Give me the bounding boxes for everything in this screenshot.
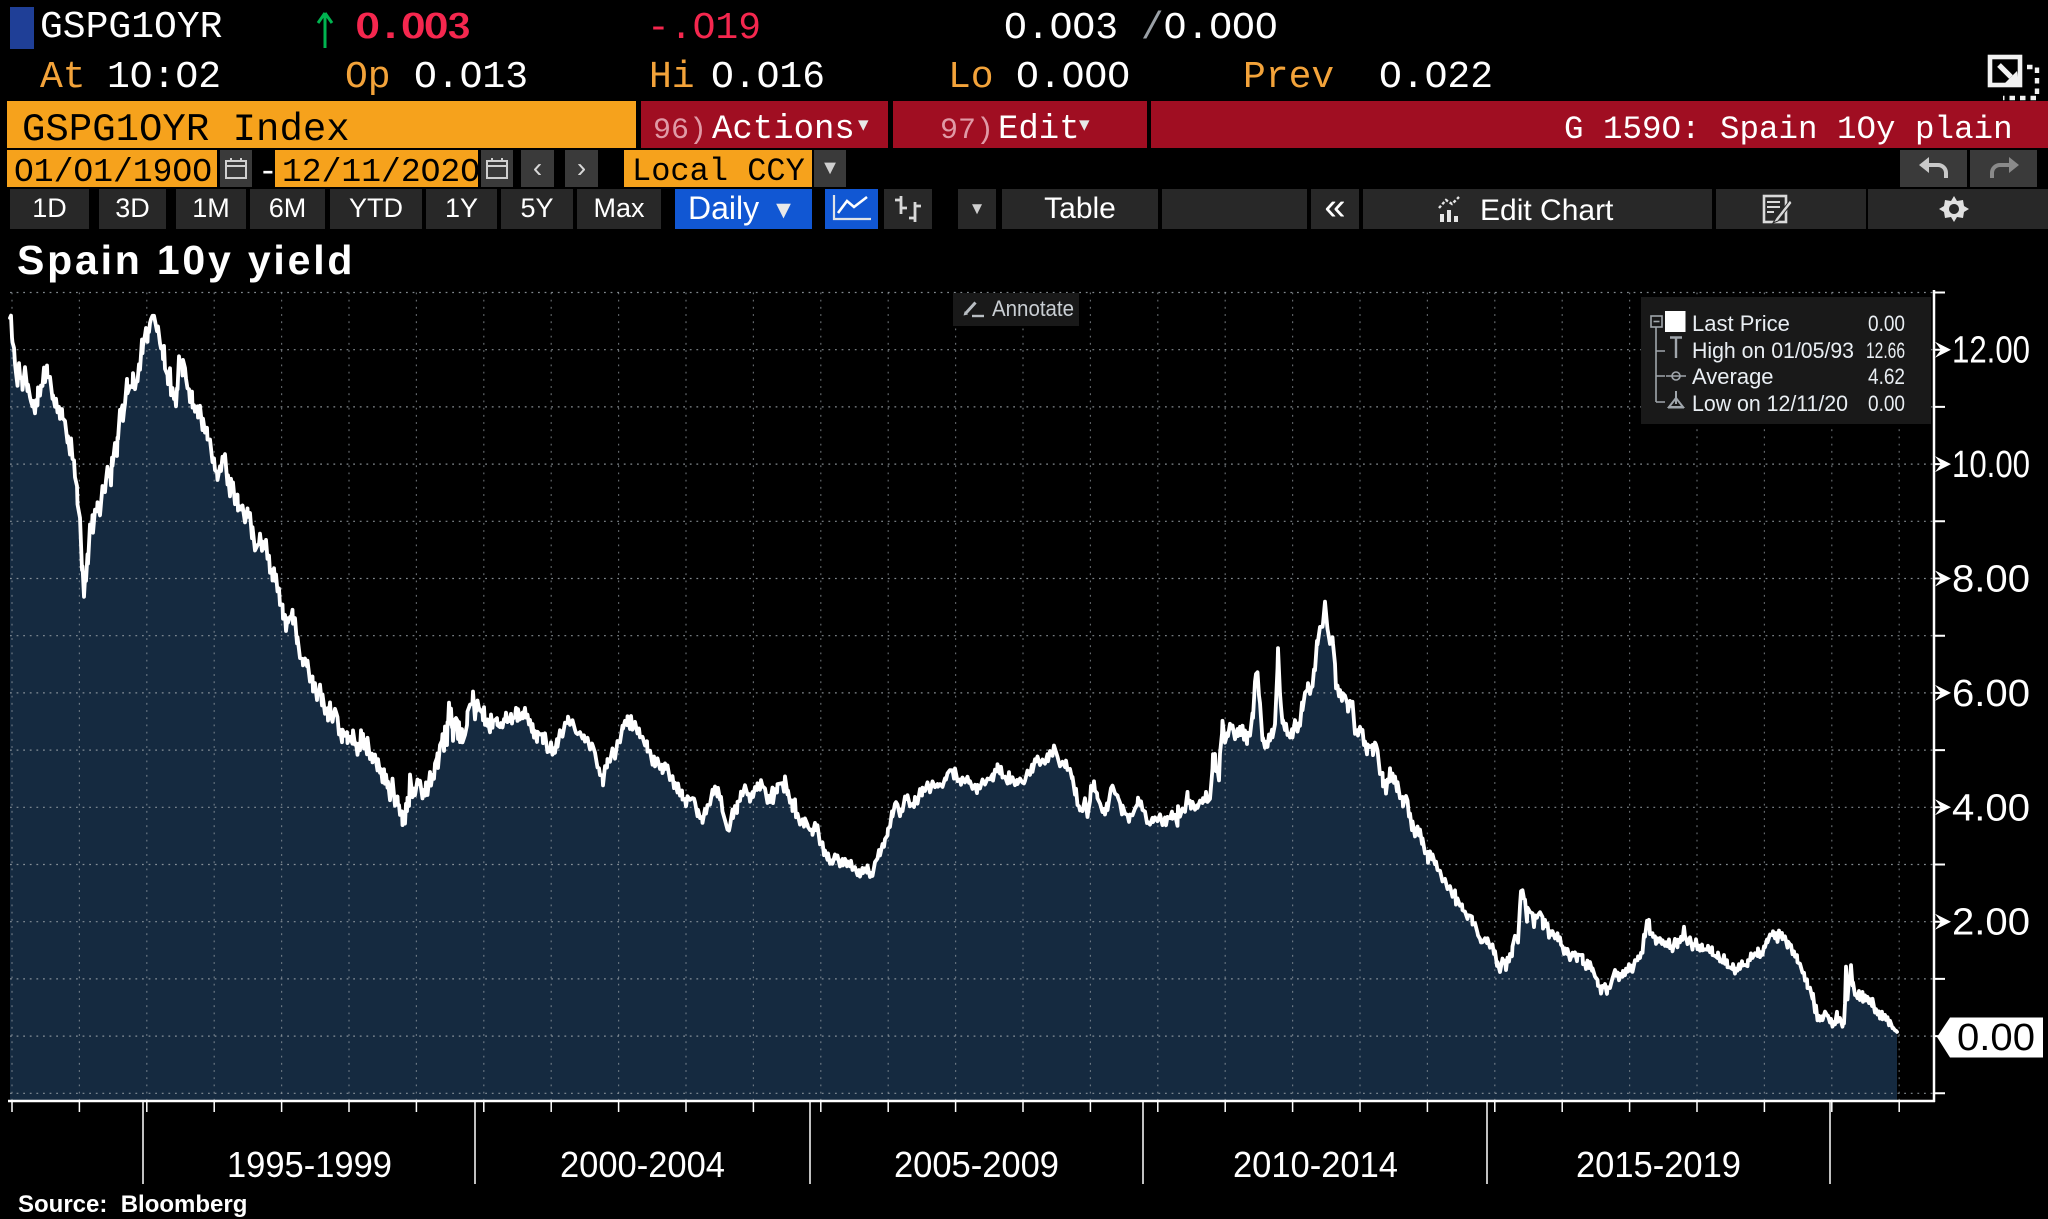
svg-text:2015-2019: 2015-2019 [1576,1144,1741,1185]
svg-text:8.00: 8.00 [1952,559,2030,601]
svg-text:1995-1999: 1995-1999 [227,1144,392,1185]
svg-text:12.00: 12.00 [1952,330,2030,372]
svg-text:4.00: 4.00 [1952,787,2030,829]
svg-text:High on 01/05/93: High on 01/05/93 [1692,338,1854,363]
svg-text:2010-2014: 2010-2014 [1233,1144,1398,1185]
svg-text:0.00: 0.00 [1868,311,1905,336]
svg-text:6.00: 6.00 [1952,673,2030,715]
svg-text:4.62: 4.62 [1868,364,1905,389]
svg-text:12.66: 12.66 [1866,338,1905,363]
svg-text:0.00: 0.00 [1957,1017,2035,1059]
svg-text:Low on 12/11/20: Low on 12/11/20 [1692,391,1848,416]
svg-text:2000-2004: 2000-2004 [560,1144,725,1185]
svg-text:Annotate: Annotate [992,296,1074,321]
svg-text:2005-2009: 2005-2009 [894,1144,1059,1185]
svg-text:Last Price: Last Price [1692,311,1790,336]
svg-text:2.00: 2.00 [1952,902,2030,944]
svg-text:10.00: 10.00 [1952,444,2030,486]
svg-text:0.00: 0.00 [1868,391,1905,416]
svg-text:Average: Average [1692,364,1774,389]
